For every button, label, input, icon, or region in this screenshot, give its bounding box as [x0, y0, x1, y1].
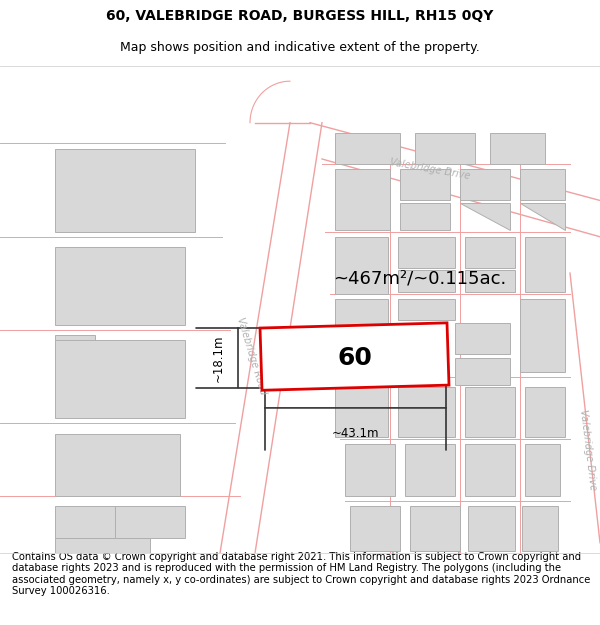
- Polygon shape: [405, 444, 455, 496]
- Text: 60, VALEBRIDGE ROAD, BURGESS HILL, RH15 0QY: 60, VALEBRIDGE ROAD, BURGESS HILL, RH15 …: [106, 9, 494, 23]
- Polygon shape: [525, 387, 565, 437]
- Polygon shape: [115, 506, 185, 538]
- Polygon shape: [465, 237, 515, 268]
- Text: Valebridge Drive: Valebridge Drive: [389, 158, 471, 181]
- Polygon shape: [410, 506, 460, 551]
- Polygon shape: [55, 247, 185, 325]
- Polygon shape: [55, 434, 180, 496]
- Polygon shape: [335, 133, 400, 164]
- Polygon shape: [55, 149, 195, 232]
- Polygon shape: [55, 538, 150, 553]
- Polygon shape: [520, 299, 565, 372]
- Polygon shape: [465, 270, 515, 292]
- Polygon shape: [400, 202, 450, 229]
- Polygon shape: [335, 169, 390, 229]
- Text: Map shows position and indicative extent of the property.: Map shows position and indicative extent…: [120, 41, 480, 54]
- Polygon shape: [260, 323, 449, 390]
- Polygon shape: [415, 133, 475, 164]
- Polygon shape: [345, 444, 395, 496]
- Polygon shape: [455, 323, 510, 354]
- Polygon shape: [522, 506, 558, 551]
- Polygon shape: [335, 299, 388, 372]
- Text: ~18.1m: ~18.1m: [212, 334, 225, 382]
- Polygon shape: [398, 387, 455, 437]
- Text: ~43.1m: ~43.1m: [332, 427, 379, 439]
- Polygon shape: [398, 270, 455, 292]
- Polygon shape: [398, 299, 455, 320]
- Polygon shape: [525, 444, 560, 496]
- Text: Contains OS data © Crown copyright and database right 2021. This information is : Contains OS data © Crown copyright and d…: [12, 551, 590, 596]
- Polygon shape: [520, 169, 565, 201]
- Text: ~467m²/~0.115ac.: ~467m²/~0.115ac.: [334, 269, 506, 288]
- Polygon shape: [350, 506, 400, 551]
- Polygon shape: [55, 341, 185, 418]
- Polygon shape: [335, 237, 388, 294]
- Polygon shape: [335, 382, 388, 437]
- Polygon shape: [460, 202, 510, 229]
- Polygon shape: [525, 237, 565, 292]
- Polygon shape: [400, 169, 450, 201]
- Text: Valebridge Road: Valebridge Road: [235, 316, 269, 396]
- Polygon shape: [55, 335, 95, 366]
- Polygon shape: [460, 169, 510, 201]
- Text: 60: 60: [338, 346, 373, 370]
- Polygon shape: [468, 506, 515, 551]
- Polygon shape: [455, 358, 510, 385]
- Polygon shape: [55, 506, 115, 538]
- Polygon shape: [398, 237, 455, 268]
- Polygon shape: [520, 202, 565, 229]
- Text: Valebridge Drive: Valebridge Drive: [578, 408, 598, 491]
- Polygon shape: [490, 133, 545, 164]
- Polygon shape: [465, 444, 515, 496]
- Polygon shape: [465, 387, 515, 437]
